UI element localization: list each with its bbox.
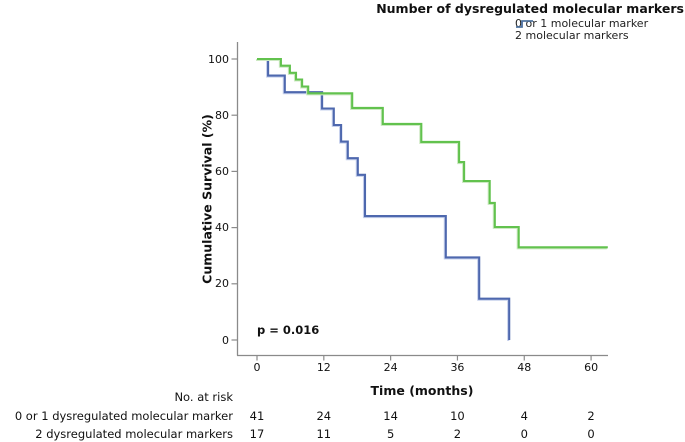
legend-entry: 0 or 1 molecular marker — [515, 17, 649, 30]
legend-entry: 2 molecular markers — [515, 20, 648, 42]
at-risk-count: 5 — [386, 426, 395, 441]
legend-entry-label: 0 or 1 molecular marker — [515, 17, 649, 30]
x-tick-label: 60 — [584, 361, 599, 374]
legend-title: Number of dysregulated molecular markers — [376, 1, 684, 16]
x-tick-label: 36 — [450, 361, 465, 374]
p-value-annotation: p = 0.016 — [257, 323, 320, 337]
step-line-icon — [516, 20, 533, 28]
x-tick-label: 48 — [517, 361, 532, 374]
x-tick-label: 24 — [383, 361, 398, 374]
y-tick-label: 80 — [215, 108, 229, 122]
y-tick-label: 40 — [215, 221, 229, 235]
at-risk-count: 0 — [520, 426, 528, 441]
at-risk-count: 41 — [249, 408, 265, 423]
risk-table-header: No. at risk — [174, 390, 233, 404]
at-risk-count: 4 — [520, 408, 528, 423]
at-risk-count: 0 — [587, 426, 595, 441]
y-tick-label: 20 — [215, 277, 229, 291]
legend-entry-label: 2 molecular markers — [515, 29, 629, 42]
at-risk-count: 14 — [383, 408, 398, 423]
survival-curve — [257, 57, 511, 340]
at-risk-count: 10 — [450, 408, 465, 423]
risk-row-label: 2 dysregulated molecular markers — [35, 426, 233, 441]
y-axis-title: Cumulative Survival (%) — [199, 114, 215, 284]
x-tick-label: 0 — [253, 361, 261, 374]
risk-row-label: 0 or 1 dysregulated molecular marker — [14, 408, 233, 423]
y-tick-label: 100 — [208, 52, 229, 66]
at-risk-count: 11 — [316, 426, 332, 441]
y-tick-label: 60 — [215, 164, 229, 178]
survival-curve — [257, 57, 608, 249]
at-risk-count: 2 — [587, 408, 595, 423]
at-risk-count: 24 — [316, 408, 332, 423]
at-risk-count: 17 — [249, 426, 265, 441]
at-risk-count: 2 — [453, 426, 462, 441]
x-tick-label: 12 — [316, 361, 331, 374]
x-axis-title: Time (months) — [370, 383, 474, 398]
legend: 0 or 1 molecular marker 2 molecular marke… — [515, 17, 649, 42]
y-tick-label: 0 — [222, 333, 229, 347]
